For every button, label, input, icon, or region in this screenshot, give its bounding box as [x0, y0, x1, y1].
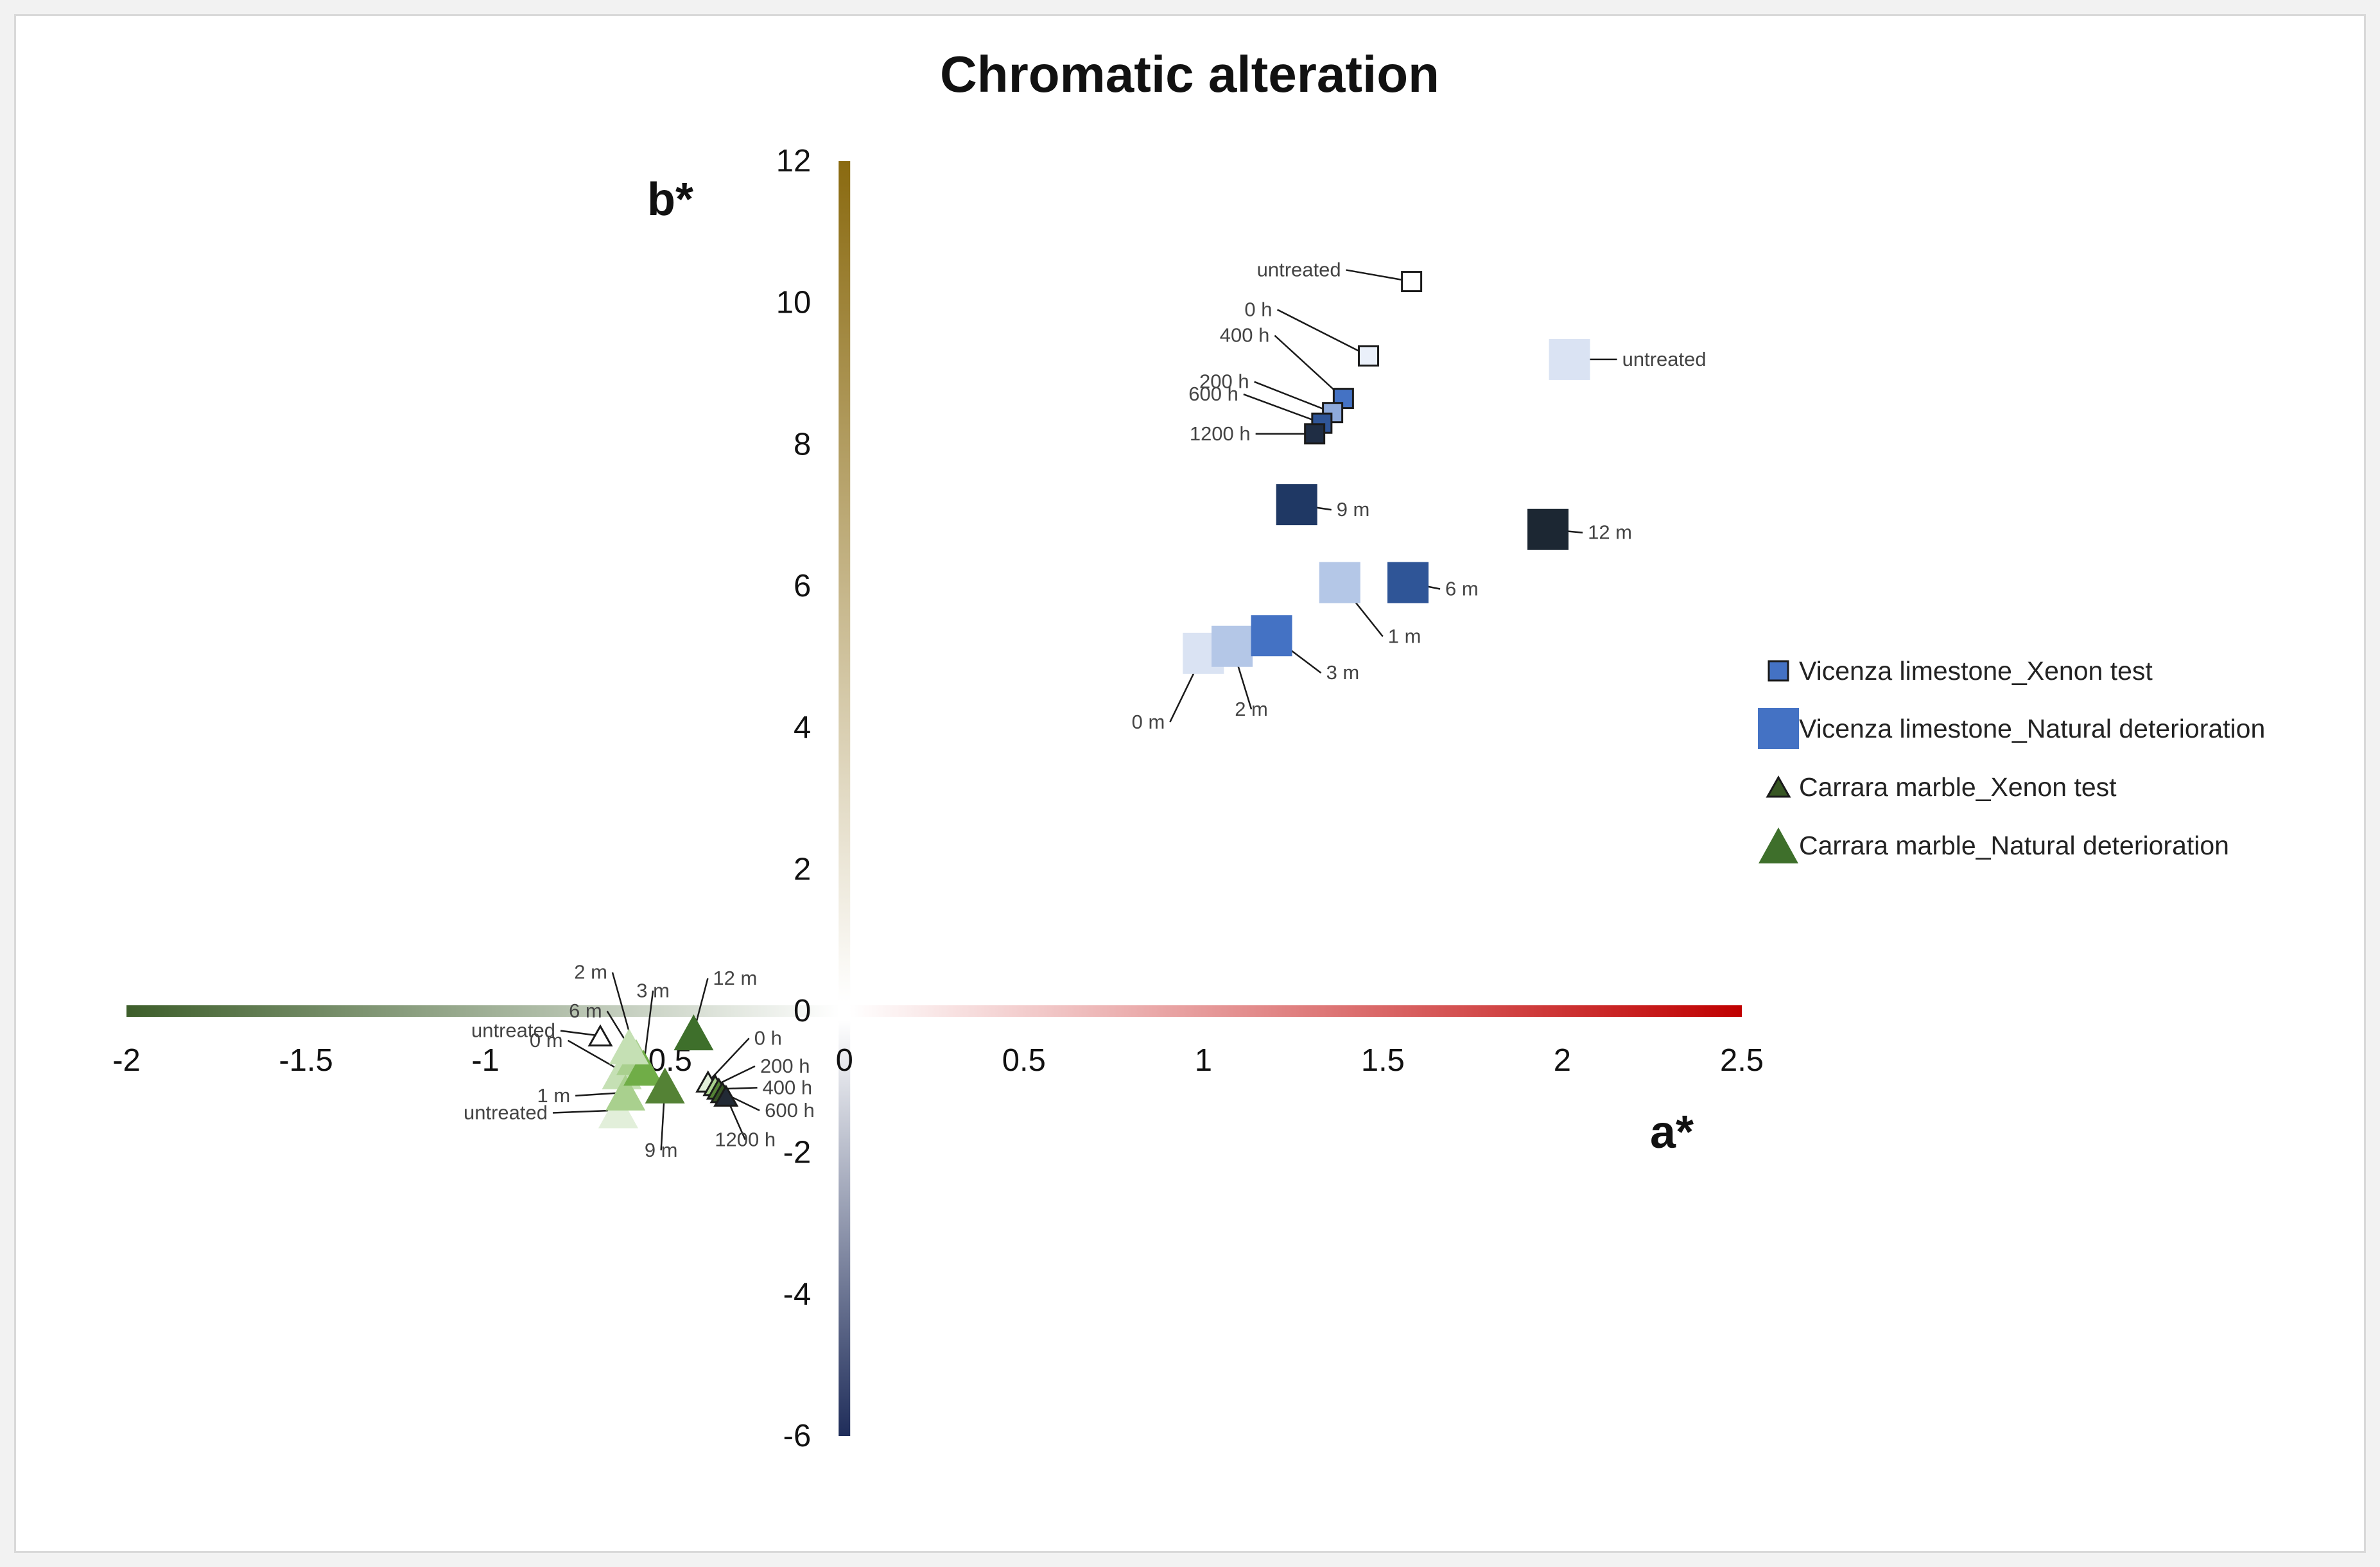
point-label: 12 m — [1588, 521, 1632, 544]
x-tick-label: 2.5 — [1720, 1043, 1764, 1078]
data-point — [1251, 615, 1292, 657]
point-label: 0 m — [530, 1029, 563, 1052]
point-label: 0 h — [754, 1026, 782, 1049]
x-tick-label: 0 — [836, 1043, 853, 1078]
point-label: 1200 h — [715, 1128, 776, 1150]
point-label: 600 h — [765, 1099, 815, 1121]
data-point — [605, 1074, 646, 1111]
data-point — [673, 1014, 714, 1051]
data-point — [1549, 338, 1590, 380]
legend-marker — [1766, 775, 1791, 798]
point-label: 0 h — [1244, 298, 1272, 320]
label-leader — [1276, 309, 1369, 357]
label-leader — [707, 1037, 750, 1083]
point-label: untreated — [471, 1019, 555, 1042]
label-leader — [1243, 394, 1323, 424]
point-label: 200 h — [760, 1055, 810, 1077]
y-tick-label: 0 — [794, 994, 811, 1028]
point-label: 12 m — [713, 967, 757, 989]
x-tick-label: -2 — [112, 1043, 141, 1078]
data-point — [609, 1028, 649, 1065]
x-tick-label: -1.5 — [279, 1043, 333, 1078]
point-label: 1 m — [1388, 625, 1421, 647]
y-tick-label: 2 — [794, 852, 811, 887]
point-label: untreated — [464, 1101, 548, 1123]
label-leader — [1346, 269, 1412, 282]
label-leader — [1254, 381, 1333, 413]
data-point — [1527, 508, 1569, 550]
x-tick-label: -1 — [471, 1043, 499, 1078]
axes — [126, 161, 1742, 1436]
label-leader — [1274, 334, 1344, 399]
legend: Vicenza limestone_Xenon test Vicenza lime… — [1758, 656, 2265, 863]
legend-marker — [1759, 827, 1798, 863]
legend-label: Vicenza limestone_Xenon test — [1799, 656, 2153, 686]
x-tick-label: 2 — [1554, 1043, 1571, 1078]
a-axis-positive — [849, 1005, 1742, 1017]
data-point — [1304, 423, 1326, 445]
b-axis-positive — [838, 161, 851, 1002]
point-label: 200 h — [1199, 370, 1249, 393]
label-leader — [552, 1109, 619, 1114]
y-tick-label: 10 — [776, 286, 812, 320]
point-label: untreated — [1622, 348, 1707, 370]
x-tick-label: 1 — [1195, 1043, 1212, 1078]
point-label: 3 m — [636, 979, 670, 1001]
point-label: 6 m — [569, 1000, 602, 1022]
y-tick-label: 12 — [776, 144, 812, 178]
point-label: 9 m — [645, 1139, 678, 1161]
legend-label: Vicenza limestone_Natural deterioration — [1799, 714, 2265, 743]
data-points — [587, 271, 1590, 1129]
point-label: 6 m — [1445, 577, 1479, 600]
y-tick-label: -4 — [783, 1277, 812, 1312]
y-tick-label: 6 — [794, 569, 811, 603]
b-axis-negative — [838, 1020, 851, 1436]
data-point — [1212, 625, 1253, 667]
point-label: 400 h — [763, 1076, 813, 1098]
a-axis-negative — [126, 1005, 840, 1017]
data-point — [1276, 484, 1317, 526]
label-leader — [567, 1039, 623, 1072]
point-label: 0 m — [1132, 711, 1165, 733]
data-point — [713, 1084, 739, 1107]
y-tick-label: -6 — [783, 1419, 812, 1453]
point-label: 9 m — [1337, 498, 1370, 521]
legend-marker — [1768, 660, 1789, 682]
data-point — [623, 1050, 664, 1086]
y-tick-label: 8 — [794, 427, 811, 462]
legend-label: Carrara marble_Xenon test — [1799, 772, 2117, 802]
data-point — [1358, 345, 1380, 367]
chart-frame — [14, 14, 2366, 1553]
data-point — [1401, 271, 1423, 293]
point-label: 2 m — [574, 961, 607, 983]
point-label: 2 m — [1235, 698, 1268, 720]
data-point — [645, 1067, 685, 1104]
legend-marker — [1758, 708, 1799, 749]
chart-title: Chromatic alteration — [940, 46, 1439, 103]
y-tick-label: 4 — [794, 711, 811, 745]
x-tick-label: 1.5 — [1361, 1043, 1405, 1078]
point-label: 600 h — [1188, 383, 1238, 405]
x-axis-label: a* — [1650, 1107, 1694, 1158]
y-tick-label: -2 — [783, 1136, 812, 1170]
point-label: 3 m — [1326, 661, 1360, 684]
point-label: 1200 h — [1190, 422, 1251, 445]
point-label: 1 m — [537, 1084, 570, 1107]
point-label: untreated — [1257, 259, 1341, 281]
data-point — [1319, 562, 1360, 603]
y-axis-label: b* — [647, 174, 693, 225]
point-label: 400 h — [1220, 324, 1270, 347]
data-point — [587, 1024, 613, 1047]
legend-label: Carrara marble_Natural deterioration — [1799, 831, 2229, 860]
label-leader — [560, 1030, 601, 1037]
x-tick-label: 0.5 — [1002, 1043, 1046, 1078]
data-point — [1387, 562, 1429, 603]
label-leaders — [552, 269, 1617, 1150]
